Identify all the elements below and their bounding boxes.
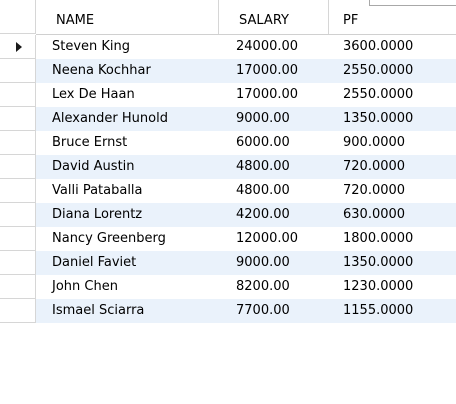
row-selector[interactable] bbox=[0, 83, 36, 107]
row-selector[interactable] bbox=[0, 299, 36, 323]
cell-name[interactable]: Alexander Hunold bbox=[52, 111, 168, 126]
cell-pf[interactable]: 1230.0000 bbox=[343, 279, 414, 294]
cell-salary[interactable]: 9000.00 bbox=[236, 111, 290, 126]
cell-pf[interactable]: 1800.0000 bbox=[343, 231, 414, 246]
cell-name[interactable]: Daniel Faviet bbox=[52, 255, 137, 270]
row-selector[interactable] bbox=[0, 155, 36, 179]
cell-name[interactable]: Steven King bbox=[52, 39, 131, 54]
cell-name[interactable]: Nancy Greenberg bbox=[52, 231, 166, 246]
row-cells: Diana Lorentz 4200.00 630.0000 bbox=[36, 203, 456, 227]
cell-salary[interactable]: 17000.00 bbox=[236, 87, 299, 102]
column-header-salary[interactable]: SALARY bbox=[219, 0, 329, 35]
cell-name[interactable]: Diana Lorentz bbox=[52, 207, 143, 222]
table-row[interactable]: John Chen 8200.00 1230.0000 bbox=[0, 275, 456, 299]
row-selector[interactable] bbox=[0, 59, 36, 83]
cell-salary[interactable]: 24000.00 bbox=[236, 39, 299, 54]
row-cells: Daniel Faviet 9000.00 1350.0000 bbox=[36, 251, 456, 275]
cell-pf[interactable]: 2550.0000 bbox=[343, 87, 414, 102]
cell-pf[interactable]: 1155.0000 bbox=[343, 303, 414, 318]
cell-name[interactable]: Bruce Ernst bbox=[52, 135, 128, 150]
table-row[interactable]: Nancy Greenberg 12000.00 1800.0000 bbox=[0, 227, 456, 251]
row-selector[interactable] bbox=[0, 203, 36, 227]
cell-pf[interactable]: 630.0000 bbox=[343, 207, 406, 222]
cell-salary[interactable]: 17000.00 bbox=[236, 63, 299, 78]
table-row[interactable]: Steven King 24000.00 3600.0000 bbox=[0, 35, 456, 59]
table-row[interactable]: David Austin 4800.00 720.0000 bbox=[0, 155, 456, 179]
row-cells: Neena Kochhar 17000.00 2550.0000 bbox=[36, 59, 456, 83]
row-cells: Bruce Ernst 6000.00 900.0000 bbox=[36, 131, 456, 155]
cell-name[interactable]: Valli Pataballa bbox=[52, 183, 143, 198]
cell-name[interactable]: Ismael Sciarra bbox=[52, 303, 145, 318]
row-cells: Ismael Sciarra 7700.00 1155.0000 bbox=[36, 299, 456, 323]
table-row[interactable]: Neena Kochhar 17000.00 2550.0000 bbox=[0, 59, 456, 83]
column-header-row: NAME SALARY PF bbox=[0, 0, 456, 35]
row-cells: Steven King 24000.00 3600.0000 bbox=[36, 35, 456, 59]
row-selector[interactable] bbox=[0, 35, 36, 59]
column-header-name[interactable]: NAME bbox=[36, 0, 219, 35]
row-selector[interactable] bbox=[0, 275, 36, 299]
cell-pf[interactable]: 720.0000 bbox=[343, 159, 406, 174]
row-cells: David Austin 4800.00 720.0000 bbox=[36, 155, 456, 179]
cell-pf[interactable]: 2550.0000 bbox=[343, 63, 414, 78]
cell-salary[interactable]: 7700.00 bbox=[236, 303, 290, 318]
header-divider bbox=[36, 34, 456, 35]
cell-pf[interactable]: 1350.0000 bbox=[343, 255, 414, 270]
header-frame-edge bbox=[369, 0, 456, 6]
cell-name[interactable]: Lex De Haan bbox=[52, 87, 135, 102]
table-row[interactable]: Valli Pataballa 4800.00 720.0000 bbox=[0, 179, 456, 203]
row-cells: John Chen 8200.00 1230.0000 bbox=[36, 275, 456, 299]
current-row-marker-icon bbox=[16, 42, 22, 52]
row-cells: Lex De Haan 17000.00 2550.0000 bbox=[36, 83, 456, 107]
cell-pf[interactable]: 900.0000 bbox=[343, 135, 406, 150]
table-row[interactable]: Ismael Sciarra 7700.00 1155.0000 bbox=[0, 299, 456, 323]
cell-salary[interactable]: 6000.00 bbox=[236, 135, 290, 150]
row-selector[interactable] bbox=[0, 179, 36, 203]
row-selector[interactable] bbox=[0, 131, 36, 155]
row-selector[interactable] bbox=[0, 227, 36, 251]
table-row[interactable]: Alexander Hunold 9000.00 1350.0000 bbox=[0, 107, 456, 131]
cell-name[interactable]: David Austin bbox=[52, 159, 135, 174]
cell-name[interactable]: Neena Kochhar bbox=[52, 63, 151, 78]
cell-salary[interactable]: 8200.00 bbox=[236, 279, 290, 294]
cell-pf[interactable]: 1350.0000 bbox=[343, 111, 414, 126]
cell-salary[interactable]: 4800.00 bbox=[236, 159, 290, 174]
table-row[interactable]: Diana Lorentz 4200.00 630.0000 bbox=[0, 203, 456, 227]
table-row[interactable]: Lex De Haan 17000.00 2550.0000 bbox=[0, 83, 456, 107]
cell-salary[interactable]: 12000.00 bbox=[236, 231, 299, 246]
table-row[interactable]: Daniel Faviet 9000.00 1350.0000 bbox=[0, 251, 456, 275]
row-selector[interactable] bbox=[0, 107, 36, 131]
row-cells: Alexander Hunold 9000.00 1350.0000 bbox=[36, 107, 456, 131]
cell-pf[interactable]: 720.0000 bbox=[343, 183, 406, 198]
header-corner[interactable] bbox=[0, 0, 36, 34]
cell-pf[interactable]: 3600.0000 bbox=[343, 39, 414, 54]
cell-salary[interactable]: 4800.00 bbox=[236, 183, 290, 198]
cell-name[interactable]: John Chen bbox=[52, 279, 118, 294]
row-cells: Valli Pataballa 4800.00 720.0000 bbox=[36, 179, 456, 203]
cell-salary[interactable]: 4200.00 bbox=[236, 207, 290, 222]
column-header-pf[interactable]: PF bbox=[343, 13, 359, 28]
row-cells: Nancy Greenberg 12000.00 1800.0000 bbox=[36, 227, 456, 251]
cell-salary[interactable]: 9000.00 bbox=[236, 255, 290, 270]
table-row[interactable]: Bruce Ernst 6000.00 900.0000 bbox=[0, 131, 456, 155]
row-selector[interactable] bbox=[0, 251, 36, 275]
